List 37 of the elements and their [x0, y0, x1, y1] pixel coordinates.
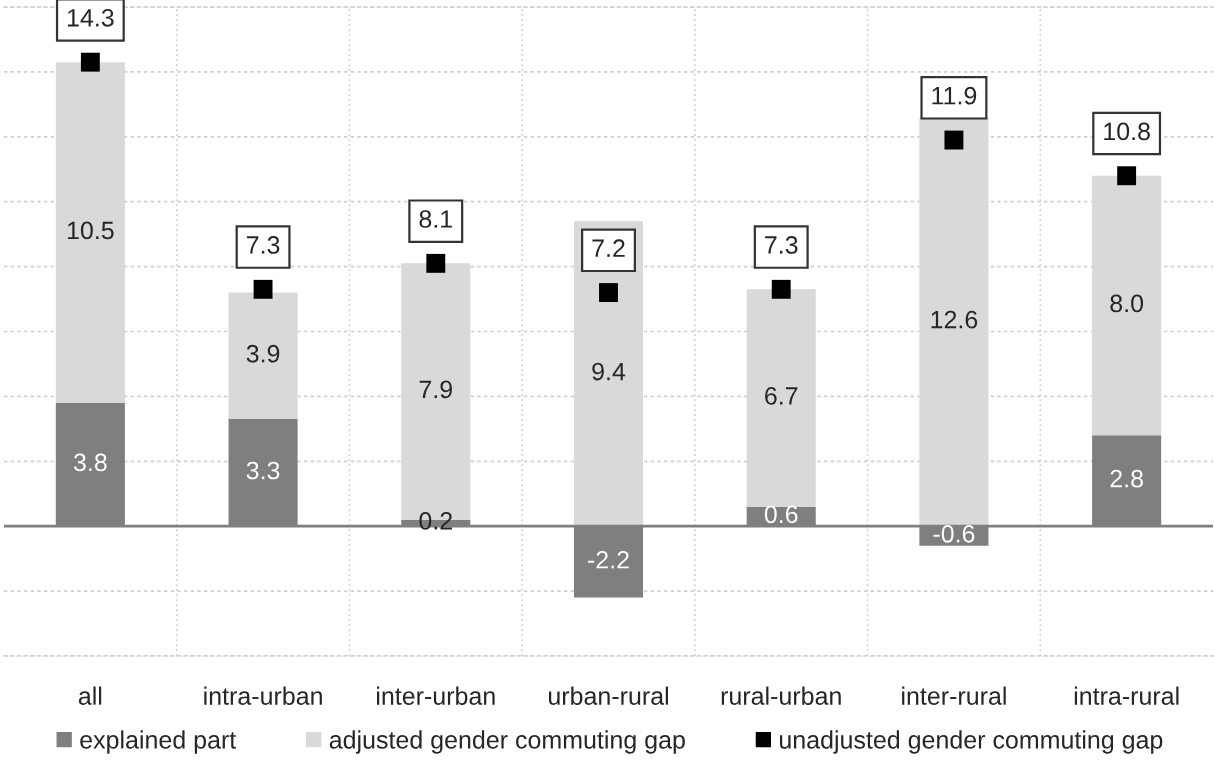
point [944, 130, 964, 150]
x-tick-label: intra-urban [204, 686, 322, 705]
x-tick-label: rural-urban [721, 686, 841, 705]
data-label: 2.8 [1110, 469, 1143, 488]
legend-label: unadjusted gender commuting gap [779, 730, 1163, 754]
data-label: 10.5 [67, 221, 114, 240]
x-tick-label: inter-urban [377, 686, 495, 705]
legend-label: explained part [80, 730, 237, 754]
data-label: 11.9 [932, 86, 977, 105]
x-tick-label: urban-rural [548, 686, 668, 705]
data-label: 7.3 [246, 236, 280, 254]
data-label: -2.2 [588, 550, 629, 569]
point [253, 279, 273, 299]
data-label: 3.8 [73, 453, 107, 472]
x-tick-label: intra-rural [1074, 686, 1179, 705]
data-label: 0.6 [764, 505, 798, 524]
data-label: -0.6 [933, 524, 975, 543]
data-label: 12.6 [931, 310, 978, 329]
data-label: 9.4 [592, 362, 626, 381]
x-tick-label: inter-rural [902, 686, 1006, 705]
data-label: 7.3 [765, 236, 798, 254]
data-label: 3.3 [246, 461, 280, 480]
data-label: 14.3 [67, 8, 114, 27]
data-label: 3.9 [246, 344, 280, 363]
data-label: 8.0 [1110, 294, 1144, 313]
legend-label: adjusted gender commuting gap [329, 730, 685, 754]
data-label: 7.2 [592, 239, 625, 257]
point [599, 283, 618, 303]
data-label: 10.8 [1104, 122, 1150, 141]
point [771, 279, 791, 299]
data-label: 8.1 [419, 210, 452, 228]
data-label: 6.7 [765, 387, 798, 405]
point [80, 52, 100, 72]
data-label: 7.9 [419, 380, 452, 399]
point [426, 253, 446, 273]
point [1117, 166, 1137, 186]
x-tick-label: all [78, 686, 102, 705]
